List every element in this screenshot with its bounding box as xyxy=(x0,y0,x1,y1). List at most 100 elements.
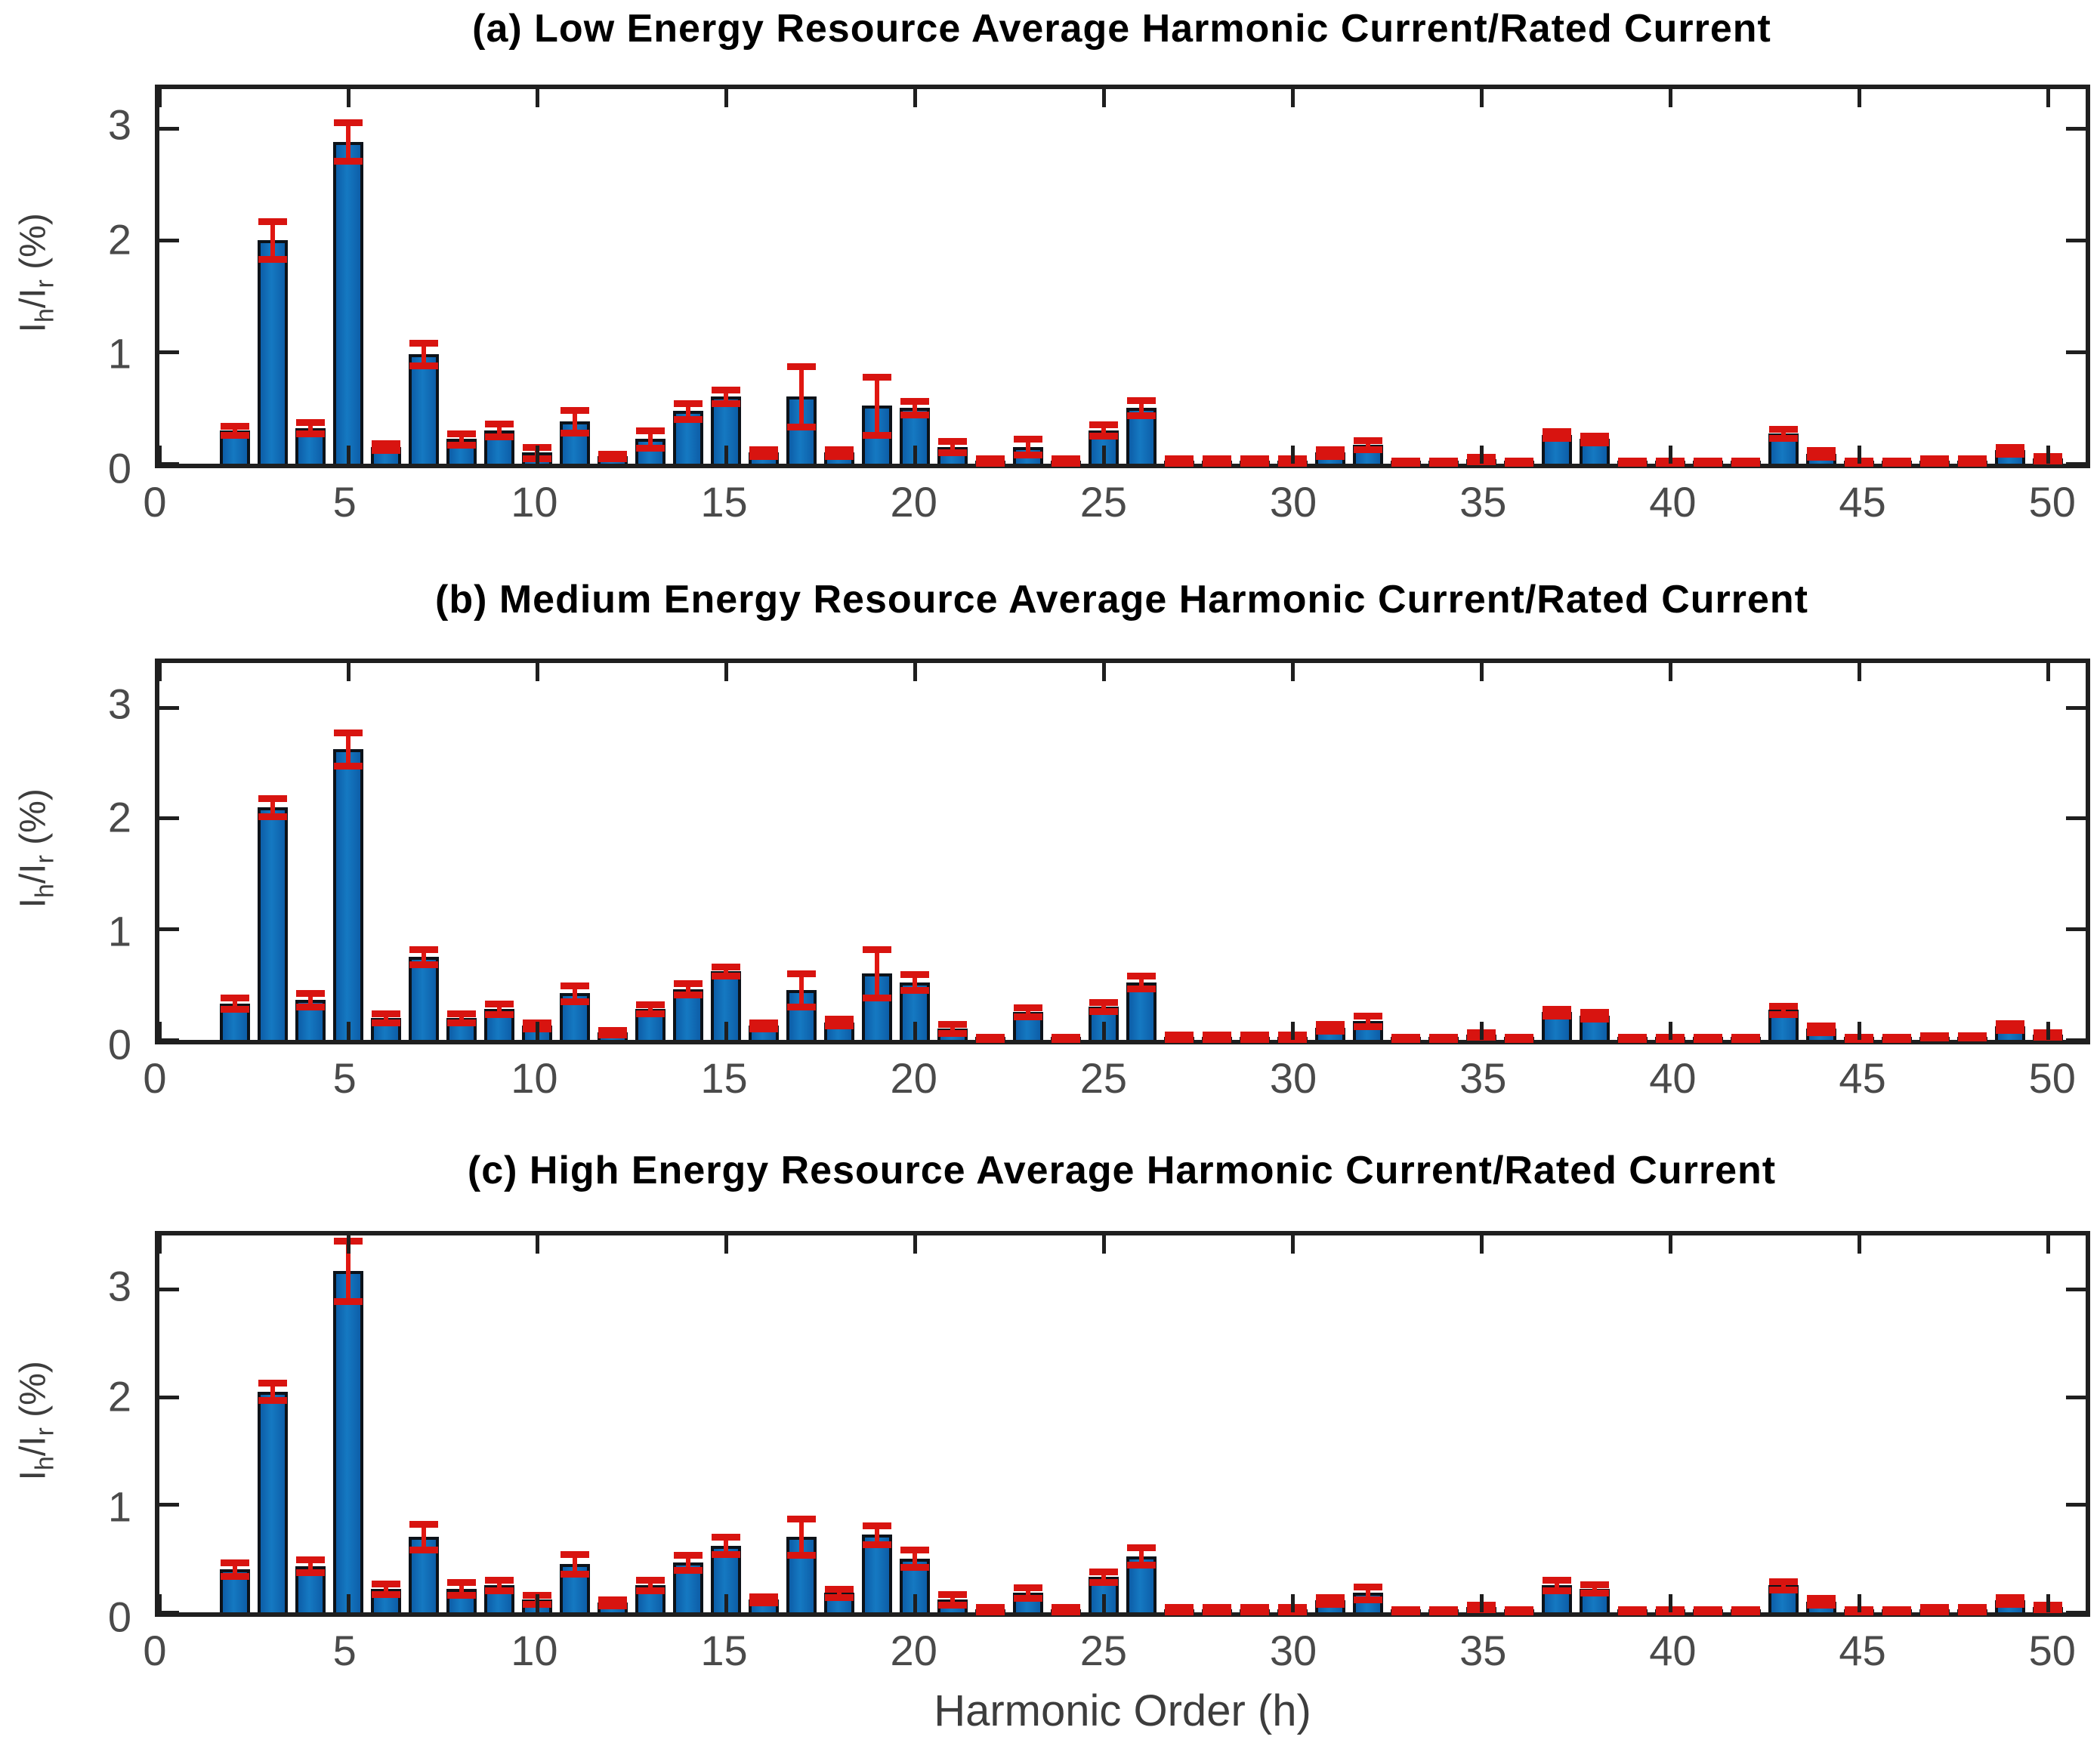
x-tick-label: 20 xyxy=(890,1627,937,1674)
error-cap-h15 xyxy=(711,387,740,394)
error-cap-h43 xyxy=(1769,1002,1798,1010)
x-axis-tick xyxy=(1479,663,1484,681)
error-cap-h3 xyxy=(258,1380,287,1387)
x-axis-tick xyxy=(347,1594,351,1612)
x-axis-tick xyxy=(347,663,351,681)
error-cap-h26 xyxy=(1127,1562,1156,1569)
plot-area xyxy=(155,85,2090,468)
error-cap-h38 xyxy=(1580,1581,1609,1588)
error-cap-h44 xyxy=(1807,447,1836,455)
error-cap-h21 xyxy=(938,1590,967,1598)
error-cap-h8 xyxy=(447,1010,476,1017)
error-cap-h28 xyxy=(1203,1603,1231,1611)
error-cap-h18 xyxy=(824,1016,854,1023)
y-axis-tick xyxy=(2066,816,2086,821)
error-cap-h29 xyxy=(1240,459,1269,467)
y-tick-label: 2 xyxy=(107,215,131,264)
error-cap-h21 xyxy=(938,1021,967,1029)
x-tick-label: 50 xyxy=(2028,478,2076,526)
error-cap-h29 xyxy=(1240,455,1269,462)
y-tick-labels: 0 1 2 3 xyxy=(0,1231,145,1641)
x-axis-tick xyxy=(1102,1594,1106,1612)
x-tick-label: 0 xyxy=(143,1054,167,1102)
x-tick-label: 5 xyxy=(332,1627,357,1674)
y-axis-tick xyxy=(159,350,179,354)
error-cap-h20 xyxy=(900,398,929,406)
x-tick-label: 25 xyxy=(1079,478,1128,526)
y-axis-tick xyxy=(2066,1288,2086,1292)
error-cap-h37 xyxy=(1543,1587,1571,1595)
x-tick-labels: 0 5 10 15 20 25 30 35 40 45 50 xyxy=(143,477,2090,530)
error-cap-h23 xyxy=(1013,1013,1042,1021)
error-cap-h43 xyxy=(1769,426,1798,433)
error-cap-h24 xyxy=(1052,455,1080,462)
error-cap-h25 xyxy=(1089,1007,1118,1015)
x-axis-tick xyxy=(913,1594,917,1612)
error-cap-h44 xyxy=(1807,454,1836,461)
error-bar-h19 xyxy=(875,1525,879,1545)
y-tick-label: 3 xyxy=(107,1262,131,1310)
x-tick-label: 0 xyxy=(143,1627,167,1674)
error-cap-h48 xyxy=(1958,1035,1987,1042)
x-tick-label: 30 xyxy=(1269,1627,1317,1674)
y-axis-tick xyxy=(159,816,179,821)
y-axis-tick xyxy=(2066,1611,2086,1615)
error-cap-h8 xyxy=(447,441,476,449)
error-cap-h9 xyxy=(484,433,514,441)
error-cap-h12 xyxy=(598,450,627,458)
x-axis-tick xyxy=(724,89,728,107)
error-cap-h46 xyxy=(1882,459,1911,467)
error-cap-h38 xyxy=(1580,1009,1609,1016)
x-tick-label: 50 xyxy=(2028,1054,2076,1102)
x-tick-label: 45 xyxy=(1839,1627,1886,1674)
error-bar-h4 xyxy=(308,1559,313,1573)
error-cap-h2 xyxy=(221,422,249,430)
error-cap-h6 xyxy=(372,1010,400,1017)
y-tick-label: 2 xyxy=(107,1372,131,1420)
error-cap-h37 xyxy=(1543,1012,1571,1019)
error-bar-h17 xyxy=(798,366,804,427)
error-cap-h47 xyxy=(1920,1608,1949,1615)
x-tick-label: 30 xyxy=(1269,478,1317,526)
x-axis-tick xyxy=(2046,663,2050,681)
error-cap-h14 xyxy=(674,991,703,998)
error-bar-h15 xyxy=(723,390,728,404)
error-bar-h25 xyxy=(1101,424,1106,436)
error-bar-h43 xyxy=(1781,1581,1786,1590)
error-bar-h19 xyxy=(875,376,879,435)
x-tick-label: 25 xyxy=(1079,1054,1128,1102)
x-axis-label: Harmonic Order (h) xyxy=(934,1686,1311,1735)
error-cap-h3 xyxy=(258,795,287,803)
error-cap-h37 xyxy=(1543,1577,1571,1584)
error-cap-h27 xyxy=(1165,455,1194,462)
error-bar-h3 xyxy=(270,1383,275,1401)
x-axis-tick xyxy=(536,663,539,681)
error-cap-h28 xyxy=(1203,459,1231,467)
error-cap-h24 xyxy=(1052,459,1080,467)
error-cap-h29 xyxy=(1240,1608,1269,1615)
y-axis-tick xyxy=(2066,462,2086,466)
error-cap-h5 xyxy=(334,763,363,770)
error-cap-h2 xyxy=(221,1572,249,1580)
error-cap-h32 xyxy=(1354,1012,1382,1019)
error-cap-h11 xyxy=(561,982,589,990)
error-cap-h16 xyxy=(749,446,778,453)
y-tick-label: 0 xyxy=(107,1593,131,1641)
error-cap-h34 xyxy=(1428,1608,1458,1615)
x-axis-tick xyxy=(913,663,917,681)
error-cap-h3 xyxy=(258,217,287,225)
error-cap-h43 xyxy=(1769,1587,1798,1594)
error-bar-h11 xyxy=(573,986,577,1001)
error-cap-h38 xyxy=(1580,1590,1609,1597)
x-axis-tick xyxy=(1669,663,1672,681)
x-axis-tick xyxy=(1669,1022,1672,1040)
error-cap-h19 xyxy=(863,945,891,953)
error-bar-h38 xyxy=(1592,1584,1597,1593)
x-tick-label: 10 xyxy=(511,1054,558,1102)
error-cap-h15 xyxy=(711,400,740,408)
x-tick-label: 45 xyxy=(1839,478,1886,526)
error-cap-h11 xyxy=(561,406,589,414)
x-tick-label: 40 xyxy=(1649,1054,1697,1102)
error-cap-h11 xyxy=(561,1551,589,1558)
error-cap-h29 xyxy=(1240,1031,1269,1038)
